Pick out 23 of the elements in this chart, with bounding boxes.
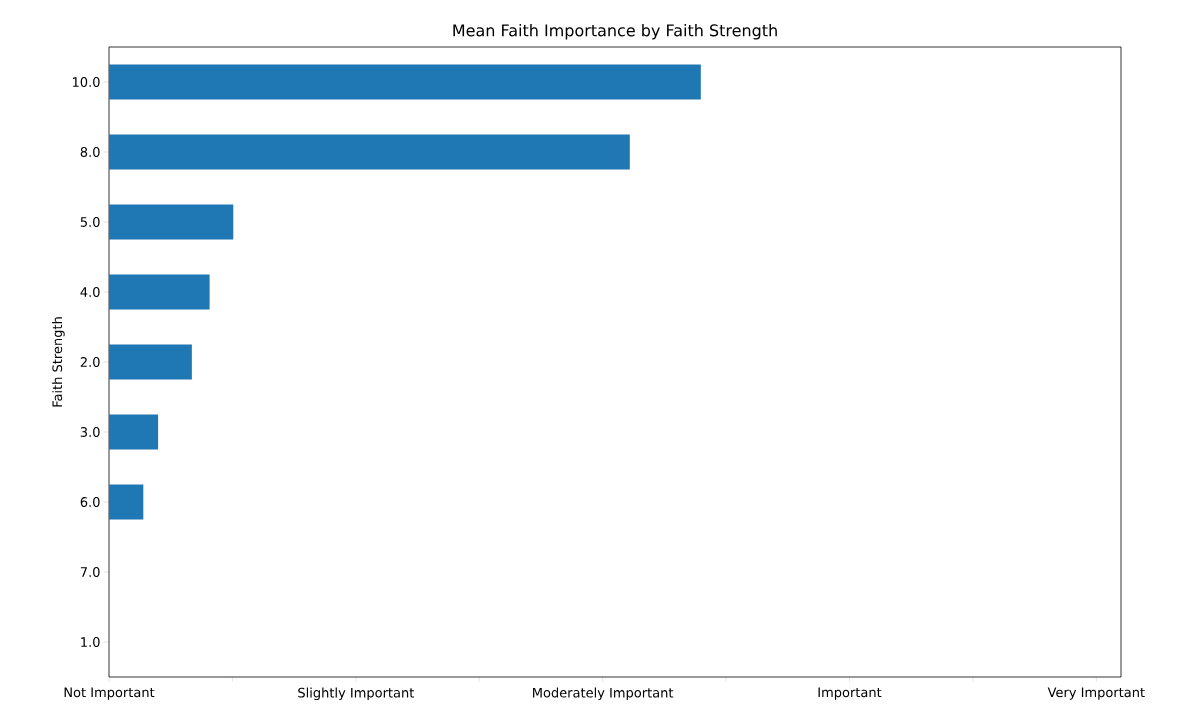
bar xyxy=(109,414,159,450)
bar xyxy=(109,274,210,310)
y-tick-label: 10.0 xyxy=(72,77,100,87)
text: Very Important xyxy=(1047,687,1145,700)
y-tick-label: 8.0 xyxy=(80,147,100,157)
y-tick-label: 6.0 xyxy=(80,497,100,507)
y-axis-title: Faith Strength xyxy=(52,317,65,407)
text: Slightly Important xyxy=(298,687,415,701)
bar xyxy=(109,204,234,240)
bar xyxy=(109,134,630,170)
bar xyxy=(109,64,701,100)
y-tick-label: 3.0 xyxy=(80,427,100,437)
text: Moderately Important xyxy=(533,687,674,701)
y-tick-label: 5.0 xyxy=(80,217,100,227)
y-tick-label: 1.0 xyxy=(81,637,100,647)
chart-title: Mean Faith Importance by Faith Strength xyxy=(453,24,777,40)
y-tick-label: 7.0 xyxy=(80,567,100,577)
bar xyxy=(109,344,192,380)
bar xyxy=(109,484,144,520)
y-tick-label: 4.0 xyxy=(80,287,100,297)
text: Important xyxy=(818,687,882,700)
y-tick-label: 2.0 xyxy=(80,357,100,367)
text: Not Important xyxy=(64,687,155,700)
